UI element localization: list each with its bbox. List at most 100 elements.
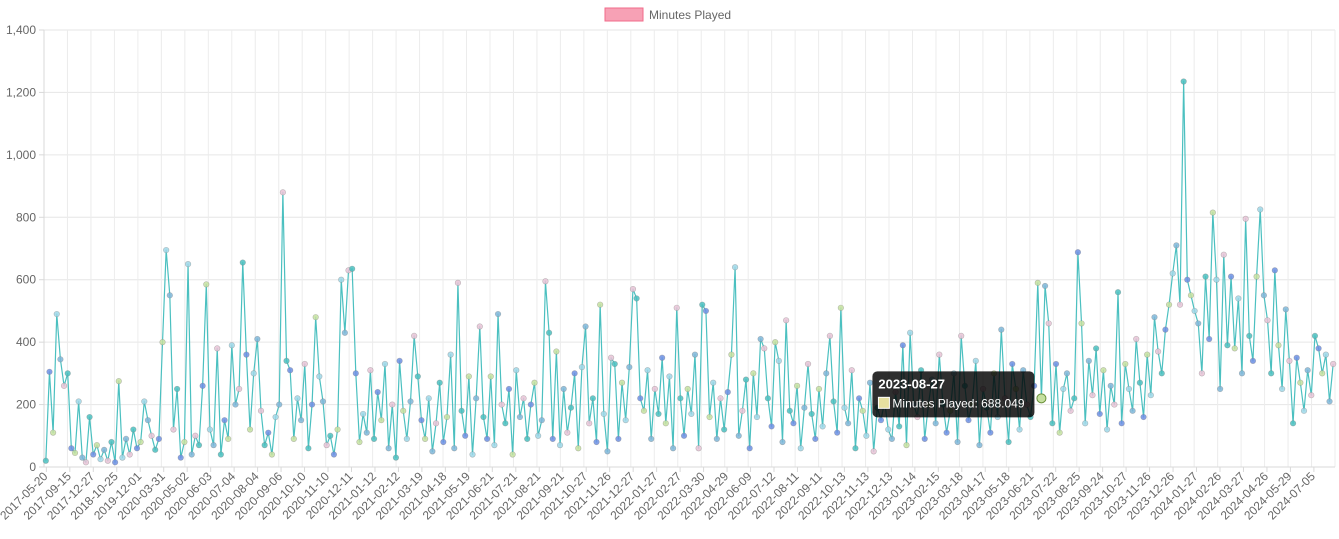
data-point[interactable] bbox=[228, 342, 235, 349]
data-point[interactable] bbox=[516, 413, 524, 421]
data-point[interactable] bbox=[1060, 385, 1067, 393]
data-point[interactable] bbox=[374, 388, 381, 396]
legend-label[interactable]: Minutes Played bbox=[649, 8, 731, 22]
data-point[interactable] bbox=[972, 357, 979, 364]
data-point[interactable] bbox=[1067, 407, 1074, 414]
data-point[interactable] bbox=[137, 438, 144, 446]
data-point[interactable] bbox=[786, 407, 793, 414]
data-point[interactable] bbox=[691, 351, 699, 358]
data-point[interactable] bbox=[721, 426, 728, 433]
data-point[interactable] bbox=[1096, 410, 1103, 418]
data-point[interactable] bbox=[626, 364, 633, 371]
data-point[interactable] bbox=[611, 360, 618, 368]
data-point[interactable] bbox=[724, 388, 731, 396]
data-point[interactable] bbox=[192, 432, 199, 439]
data-point[interactable] bbox=[903, 442, 910, 449]
data-point[interactable] bbox=[243, 351, 250, 358]
data-point[interactable] bbox=[159, 339, 166, 346]
data-point[interactable] bbox=[1242, 215, 1249, 222]
data-point[interactable] bbox=[589, 395, 596, 402]
data-point[interactable] bbox=[352, 370, 359, 377]
data-point[interactable] bbox=[363, 429, 370, 436]
data-point[interactable] bbox=[1118, 420, 1125, 427]
data-point[interactable] bbox=[1082, 420, 1089, 427]
data-point[interactable] bbox=[232, 401, 239, 408]
data-point[interactable] bbox=[524, 435, 531, 443]
data-point[interactable] bbox=[695, 445, 702, 452]
data-point[interactable] bbox=[236, 385, 243, 393]
data-point[interactable] bbox=[932, 420, 939, 427]
data-point[interactable] bbox=[1264, 317, 1271, 324]
data-point[interactable] bbox=[1071, 395, 1078, 402]
data-point[interactable] bbox=[491, 442, 498, 449]
data-point[interactable] bbox=[1319, 370, 1326, 377]
data-point[interactable] bbox=[1286, 357, 1293, 364]
data-point[interactable] bbox=[1165, 301, 1173, 308]
data-point[interactable] bbox=[1308, 392, 1315, 399]
legend-color-box[interactable] bbox=[604, 7, 644, 22]
data-point[interactable] bbox=[761, 345, 768, 352]
data-point[interactable] bbox=[465, 373, 472, 380]
data-point[interactable] bbox=[246, 426, 254, 433]
data-point[interactable] bbox=[163, 246, 170, 254]
data-point[interactable] bbox=[797, 445, 804, 452]
data-point[interactable] bbox=[378, 417, 385, 424]
data-point[interactable] bbox=[1195, 320, 1202, 327]
data-point[interactable] bbox=[93, 442, 100, 449]
data-point[interactable] bbox=[866, 379, 874, 386]
data-point[interactable] bbox=[936, 351, 943, 358]
data-point[interactable] bbox=[582, 323, 589, 330]
data-point[interactable] bbox=[742, 376, 750, 383]
data-point[interactable] bbox=[334, 426, 341, 433]
data-point[interactable] bbox=[115, 378, 122, 385]
data-point[interactable] bbox=[808, 410, 815, 418]
data-point[interactable] bbox=[826, 332, 834, 340]
data-point[interactable] bbox=[823, 370, 830, 377]
data-point[interactable] bbox=[279, 189, 286, 196]
data-point[interactable] bbox=[863, 432, 870, 439]
data-point[interactable] bbox=[480, 413, 487, 421]
data-point[interactable] bbox=[367, 367, 374, 374]
data-point[interactable] bbox=[272, 413, 279, 421]
data-point[interactable] bbox=[126, 451, 133, 458]
data-point[interactable] bbox=[79, 454, 86, 461]
data-point[interactable] bbox=[64, 370, 71, 377]
data-point[interactable] bbox=[753, 413, 761, 421]
data-point[interactable] bbox=[1089, 392, 1096, 399]
data-point[interactable] bbox=[739, 407, 746, 414]
data-point[interactable] bbox=[706, 413, 713, 421]
data-point[interactable] bbox=[341, 329, 348, 336]
data-point[interactable] bbox=[214, 345, 221, 352]
data-point[interactable] bbox=[907, 329, 914, 336]
data-point[interactable] bbox=[174, 385, 181, 393]
data-point[interactable] bbox=[710, 379, 717, 386]
data-point[interactable] bbox=[764, 395, 772, 402]
data-point[interactable] bbox=[987, 429, 994, 436]
data-point[interactable] bbox=[298, 417, 305, 424]
data-point[interactable] bbox=[542, 278, 549, 285]
data-point[interactable] bbox=[855, 395, 863, 402]
data-point[interactable] bbox=[600, 410, 607, 418]
data-point[interactable] bbox=[1206, 335, 1213, 343]
data-point[interactable] bbox=[360, 410, 367, 418]
data-point[interactable] bbox=[757, 335, 764, 343]
data-point[interactable] bbox=[651, 385, 658, 393]
data-point[interactable] bbox=[1224, 342, 1231, 349]
data-point[interactable] bbox=[688, 410, 695, 418]
data-point[interactable] bbox=[104, 457, 111, 464]
data-point[interactable] bbox=[283, 357, 290, 364]
data-point[interactable] bbox=[1158, 370, 1165, 377]
data-point[interactable] bbox=[265, 429, 272, 436]
data-point[interactable] bbox=[1103, 426, 1111, 433]
data-point[interactable] bbox=[319, 398, 327, 405]
data-point[interactable] bbox=[560, 385, 567, 393]
data-point[interactable] bbox=[1311, 332, 1319, 340]
data-point[interactable] bbox=[1114, 289, 1122, 296]
data-point[interactable] bbox=[370, 435, 378, 443]
data-point[interactable] bbox=[659, 354, 666, 361]
data-point[interactable] bbox=[451, 445, 458, 452]
data-point[interactable] bbox=[637, 395, 644, 402]
data-point[interactable] bbox=[1293, 354, 1300, 361]
data-point[interactable] bbox=[1151, 314, 1158, 321]
data-point[interactable] bbox=[1140, 413, 1147, 421]
